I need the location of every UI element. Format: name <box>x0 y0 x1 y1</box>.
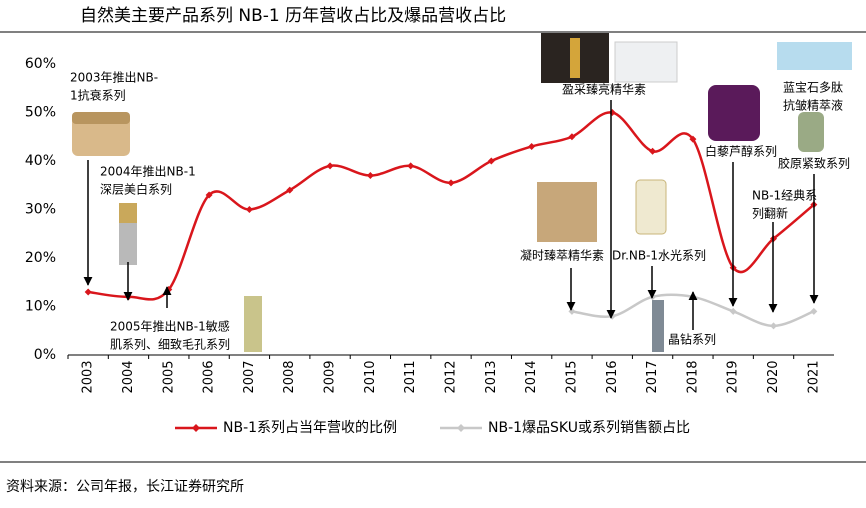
legend-marker <box>192 424 200 432</box>
annotation: 凝时臻萃精华素 <box>520 248 604 263</box>
x-tick-label: 2012 <box>444 360 459 393</box>
annotation: 深层美白系列 <box>100 182 172 197</box>
annotation: 2004年推出NB-1 <box>100 165 196 179</box>
point-marker <box>84 288 92 296</box>
point-marker <box>286 186 294 194</box>
annotation: 白藜芦醇系列 <box>705 144 777 159</box>
point-marker <box>326 162 334 170</box>
y-tick-label: 50% <box>25 105 56 121</box>
point-marker <box>649 147 657 155</box>
annotation: 2003年推出NB- <box>70 71 158 85</box>
x-tick-label: 2006 <box>202 360 217 393</box>
annotation: 肌系列、细致毛孔系列 <box>110 338 230 352</box>
legend-label: NB-1爆品SKU或系列销售额占比 <box>488 420 690 436</box>
point-marker <box>205 191 213 199</box>
point-marker <box>245 206 253 213</box>
legend: NB-1系列占当年营收的比例 NB-1爆品SKU或系列销售额占比 <box>175 420 690 436</box>
legend-label: NB-1系列占当年营收的比例 <box>223 420 397 436</box>
annotation: 列翻新 <box>752 206 788 221</box>
legend-marker <box>457 424 465 432</box>
x-tick-label: 2020 <box>766 360 781 393</box>
annotation: 1抗衰系列 <box>70 88 126 103</box>
annotation: NB-1经典系 <box>752 189 817 203</box>
annotation: 胶原紧致系列 <box>778 156 850 171</box>
point-marker <box>810 307 818 315</box>
annotation: 2005年推出NB-1敏感 <box>110 319 230 334</box>
x-tick-label: 2015 <box>564 360 579 393</box>
point-marker <box>689 135 697 143</box>
source: 资料来源：公司年报，长江证券研究所 <box>6 479 244 495</box>
x-tick-label: 2021 <box>806 360 821 393</box>
chart-title: 自然美主要产品系列 NB-1 历年营收占比及爆品营收占比 <box>80 6 506 26</box>
y-tick-label: 10% <box>25 299 56 315</box>
annotation: 蓝宝石多肽 <box>783 80 843 95</box>
y-tick-label: 40% <box>25 153 56 169</box>
x-tick-label: 2010 <box>363 360 378 393</box>
x-tick-label: 2017 <box>645 360 660 393</box>
annotation: 晶钻系列 <box>668 332 716 347</box>
x-tick-label: 2009 <box>323 360 338 393</box>
x-tick-label: 2013 <box>484 360 499 393</box>
x-tick-label: 2016 <box>605 360 620 393</box>
x-tick-label: 2003 <box>81 360 96 393</box>
x-tick-label: 2004 <box>121 360 136 393</box>
point-marker <box>608 312 616 320</box>
point-marker <box>568 133 576 141</box>
point-marker <box>528 142 536 150</box>
point-marker <box>770 322 778 330</box>
annotation: Dr.NB-1水光系列 <box>612 249 706 263</box>
point-marker <box>729 307 737 315</box>
x-tick-label: 2018 <box>685 360 700 393</box>
point-marker <box>568 307 576 315</box>
point-marker <box>366 172 374 180</box>
point-marker <box>447 179 455 187</box>
x-tick-label: 2014 <box>524 360 539 393</box>
x-tick-label: 2011 <box>403 360 418 393</box>
x-tick-label: 2005 <box>161 360 176 393</box>
product-images <box>72 33 852 352</box>
series-line <box>87 111 815 301</box>
x-tick-label: 2019 <box>726 360 741 393</box>
y-tick-label: 0% <box>34 347 56 363</box>
point-marker <box>608 109 616 116</box>
annotation: 盈采臻亮精华素 <box>562 82 646 97</box>
point-marker <box>487 157 495 165</box>
y-tick-label: 20% <box>25 250 56 266</box>
point-marker <box>407 162 415 170</box>
x-tick-label: 2007 <box>242 360 257 393</box>
annotation: 抗皱精萃液 <box>783 98 843 113</box>
y-tick-label: 30% <box>25 202 56 218</box>
y-tick-label: 60% <box>25 56 56 72</box>
x-tick-label: 2008 <box>282 360 297 393</box>
